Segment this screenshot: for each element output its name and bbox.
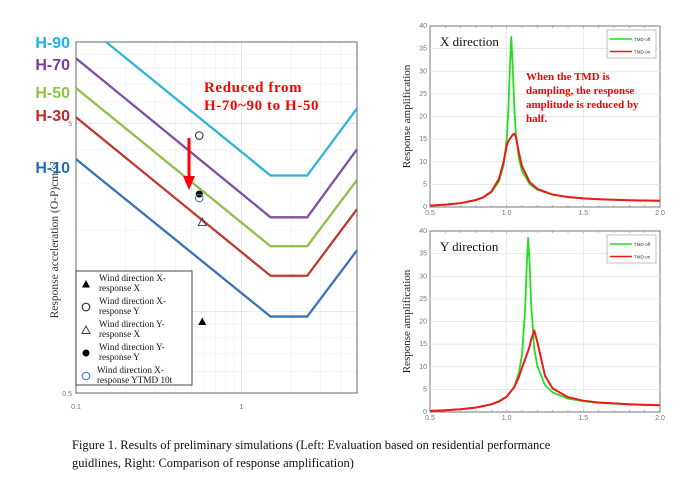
y-axis-label: Response amplification (401, 269, 413, 373)
annotation-line: amplitude is reduced by (526, 99, 639, 111)
legend: TMD-off TMD-on (606, 234, 657, 264)
legend-symbol (82, 280, 90, 288)
x-tick-label: 1.0 (502, 415, 512, 422)
series-line-h-10 (75, 158, 358, 318)
arrow-head (183, 176, 195, 190)
x-tick-label: 1.5 (578, 210, 588, 217)
x-tick-label: 1.0 (502, 210, 512, 217)
x-tick-label: 2.0 (655, 415, 665, 422)
annotation-line-1: Reduced from (204, 80, 302, 96)
legend-label: Wind direction Y- (99, 319, 165, 329)
y-tick-label: 15 (419, 136, 427, 143)
plot-frame (75, 41, 358, 394)
y-tick-label: 30 (419, 273, 427, 280)
legend-label: response YTMD 10t (97, 375, 173, 385)
legend-box (606, 234, 657, 264)
y-tick-label: 40 (419, 23, 427, 30)
legend-label: Wind direction Y- (99, 342, 165, 352)
series-label-h-70: H-70 (35, 57, 70, 74)
legend-label: TMD-on (634, 50, 651, 55)
caption-line-2: guidlines, Right: Comparison of response… (72, 456, 354, 470)
x-tick-label: 1 (239, 404, 243, 411)
y-tick-label: 40 (419, 228, 427, 235)
legend-box (606, 29, 657, 59)
legend-label: response X (99, 329, 140, 339)
y-tick-label: 5 (423, 181, 427, 188)
annotation-line: When the TMD is (526, 71, 611, 83)
y-tick-label: 10 (419, 364, 427, 371)
series-label-h-90: H-90 (35, 35, 70, 52)
y-tick-label: 0 (423, 409, 427, 416)
legend-symbol (82, 349, 90, 357)
y-tick-label: 15 (419, 341, 427, 348)
annotation-line-2: H-70~90 to H-50 (204, 98, 319, 114)
data-point-marker (194, 131, 204, 140)
data-point-marker (198, 317, 207, 326)
y-tick-label: 10 (419, 159, 427, 166)
series-label-h-30: H-30 (35, 108, 70, 125)
annotation-line: half. (526, 113, 547, 125)
y-tick-label: 25 (419, 296, 427, 303)
series-line-h-30 (75, 116, 358, 277)
caption-line-1: Figure 1. Results of preliminary simulat… (72, 438, 551, 452)
series-line-tmd-on (429, 329, 661, 412)
data-point-marker (194, 193, 204, 203)
series-line-h-50 (75, 87, 358, 248)
data-point-marker (197, 217, 208, 227)
legend-label: response X (99, 283, 140, 293)
y-tick-label: 5 (423, 386, 427, 393)
series-line-h-90 (105, 41, 358, 177)
y-tick-label: 35 (419, 46, 427, 53)
x-direction-chart: 0 5 10 15 20 25 30 35 40 0.5 1.0 1.5 2.0 X direction R… (401, 23, 665, 217)
series-line-h-70 (75, 57, 358, 219)
legend-label: TMD-off (634, 242, 651, 247)
y-tick-label: 0.5 (62, 391, 72, 398)
annotation-line: dampling, the response (526, 85, 634, 97)
y-tick-label: 20 (419, 114, 427, 121)
x-tick-label: 0.5 (425, 415, 435, 422)
y-axis-label: Response acceleration (O-P)cm/s² (49, 161, 61, 318)
legend-box (75, 270, 193, 386)
series-line-tmd-on (429, 132, 661, 207)
x-tick-label: 0.1 (71, 404, 81, 411)
series-label-h-50: H-50 (35, 85, 70, 102)
x-tick-label: 1.5 (578, 415, 588, 422)
y-tick-label: 5 (68, 121, 72, 128)
left-chart: 0.1 1 5 0.5 Response acceleration (O-P)cm/s²… (35, 35, 358, 411)
legend-label: Wind direction X- (97, 365, 164, 375)
chart-title: X direction (440, 34, 499, 49)
legend-label: response Y (99, 352, 140, 362)
series-label-h-10: H-10 (35, 160, 70, 177)
legend-label: Wind direction X- (99, 296, 166, 306)
legend-label: Wind direction X- (99, 273, 166, 283)
chart-title: Y direction (440, 239, 499, 254)
y-tick-label: 35 (419, 251, 427, 258)
legend-symbol (81, 371, 91, 381)
y-tick-label: 0 (423, 204, 427, 211)
y-axis-label: Response amplification (401, 64, 413, 168)
legend-label: TMD-off (634, 37, 651, 42)
legend-label: TMD-on (634, 255, 651, 260)
legend-label: response Y (99, 306, 140, 316)
y-direction-chart: 0 5 10 15 20 25 30 35 40 0.5 1.0 1.5 2.0 Y direction R… (401, 228, 665, 422)
legend-symbol (81, 302, 91, 312)
y-tick-label: 30 (419, 68, 427, 75)
legend-symbol (81, 325, 91, 334)
x-tick-label: 2.0 (655, 210, 665, 217)
y-tick-label: 20 (419, 319, 427, 326)
y-tick-label: 25 (419, 91, 427, 98)
legend: TMD-off TMD-on (606, 29, 657, 59)
x-tick-label: 0.5 (425, 210, 435, 217)
